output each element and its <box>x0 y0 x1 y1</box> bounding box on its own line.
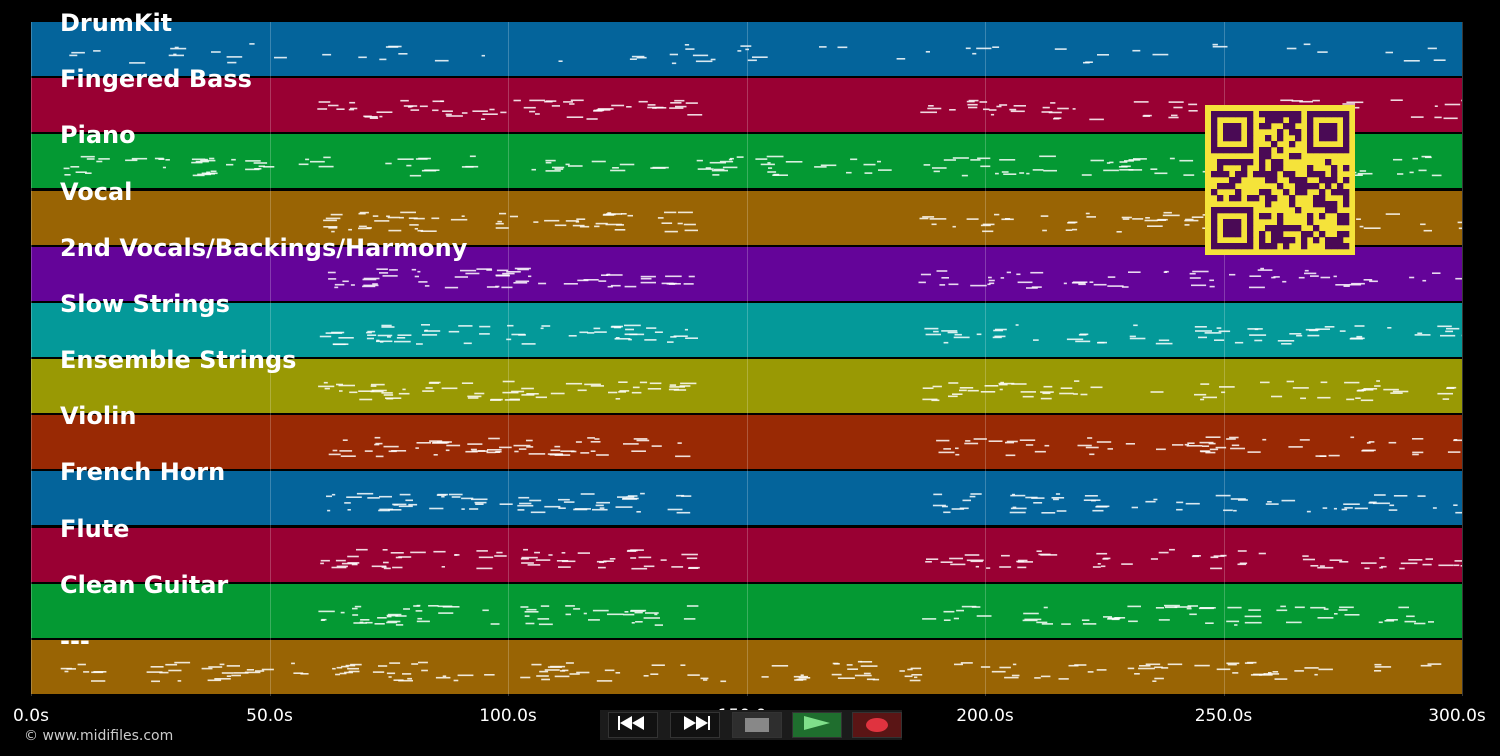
stop-icon <box>745 718 769 732</box>
track-name: Ensemble Strings <box>60 346 297 374</box>
track-lane[interactable] <box>31 471 1462 528</box>
track-name: Slow Strings <box>60 289 230 318</box>
time-tick-label: 50.0s <box>246 706 293 726</box>
track-name: DrumKit <box>60 9 173 37</box>
track-lane[interactable] <box>31 415 1462 472</box>
copyright-text: © www.midifiles.com <box>24 728 174 744</box>
grid-line <box>1462 22 1463 696</box>
qr-code-icon <box>1205 105 1355 255</box>
track-name: Clean Guitar <box>60 570 229 599</box>
track-name: Piano <box>60 121 136 150</box>
time-tick-label: 0.0s <box>13 706 49 726</box>
rewind-button[interactable] <box>608 712 658 738</box>
track-name: French Horn <box>60 458 226 487</box>
fast-forward-icon <box>680 715 710 735</box>
rewind-icon <box>618 715 648 735</box>
track-lane[interactable] <box>31 583 1462 640</box>
play-button[interactable] <box>792 712 842 738</box>
time-tick-label: 250.0s <box>1194 706 1253 726</box>
track-name: Violin <box>60 402 137 431</box>
record-icon <box>866 718 888 732</box>
track-lane[interactable] <box>31 246 1462 303</box>
time-tick-label: 200.0s <box>956 706 1014 726</box>
track-lane[interactable] <box>31 527 1462 584</box>
track-name: Fingered Bass <box>60 65 252 94</box>
time-tick-label: 300.0s <box>1428 706 1486 726</box>
fast-forward-button[interactable] <box>670 712 720 738</box>
track-name: --- <box>60 626 90 655</box>
time-tick-label: 100.0s <box>479 706 537 726</box>
track-lane[interactable] <box>31 639 1462 696</box>
track-name: Flute <box>60 514 130 543</box>
track-name: 2nd Vocals/Backings/Harmony <box>60 233 468 262</box>
record-button[interactable] <box>852 712 902 738</box>
transport-controls <box>600 710 902 740</box>
play-icon <box>802 715 832 735</box>
stop-button[interactable] <box>732 712 782 738</box>
track-name: Vocal <box>60 177 133 206</box>
